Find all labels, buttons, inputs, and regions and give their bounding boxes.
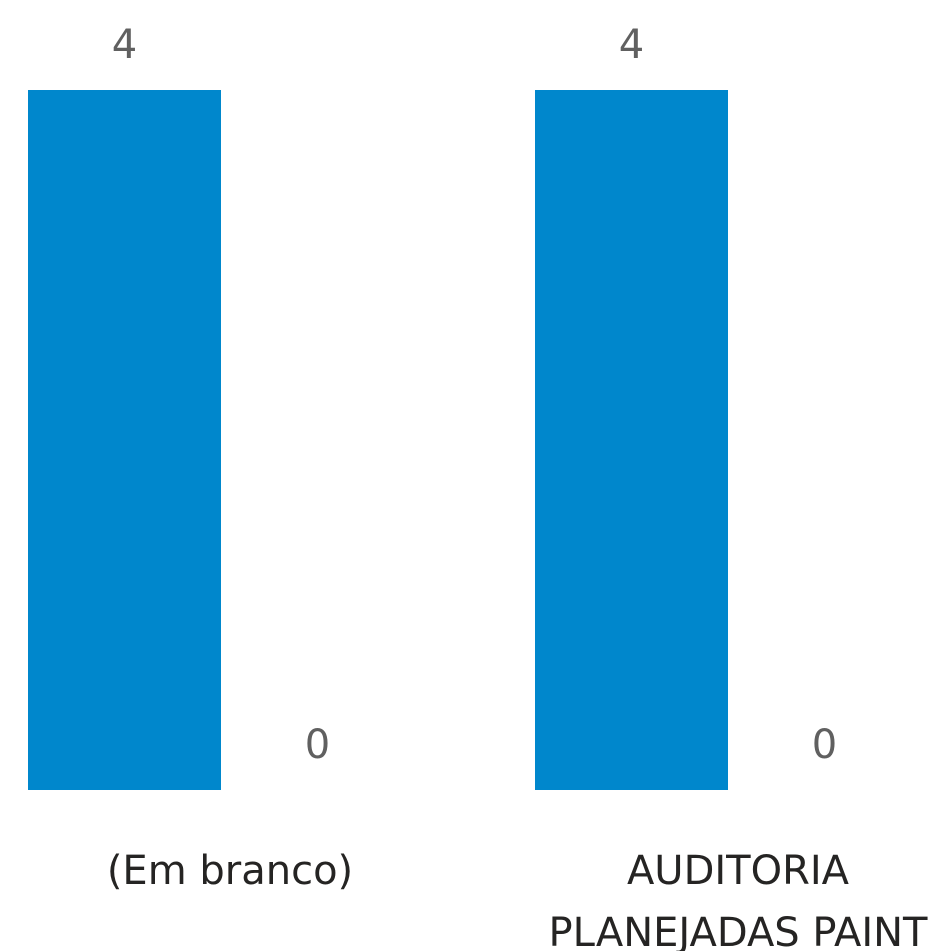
x-axis-labels: (Em branco) AUDITORIA PLANEJADAS PAINT <box>107 848 928 951</box>
plot-area: 4 0 4 0 <box>28 22 837 790</box>
category-label-line: AUDITORIA <box>627 848 850 894</box>
bar-0-0[interactable] <box>28 90 221 790</box>
data-label-1-0: 4 <box>619 22 644 68</box>
category-label-0: (Em branco) <box>107 848 353 894</box>
bar-1-0[interactable] <box>535 90 728 790</box>
category-label-1: AUDITORIA PLANEJADAS PAINT <box>549 848 929 951</box>
category-label-line: PLANEJADAS PAINT <box>549 910 929 951</box>
data-label-0-0: 4 <box>112 22 137 68</box>
data-label-0-1: 0 <box>305 722 330 768</box>
category-label-line: (Em branco) <box>107 848 353 894</box>
data-label-1-1: 0 <box>812 722 837 768</box>
